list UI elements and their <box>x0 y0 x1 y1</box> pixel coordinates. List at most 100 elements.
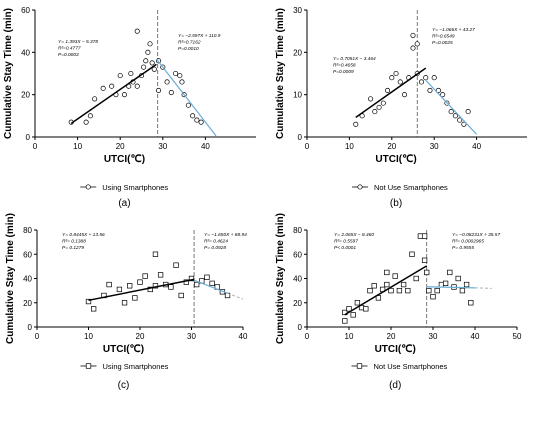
data-point <box>457 117 463 123</box>
data-point <box>147 286 153 293</box>
panel-letter: (d) <box>389 380 401 391</box>
data-point <box>410 45 416 51</box>
chart-panel-b: 0 10 20 30 0 10 20 30 40 UTCI(℃) Cumulative Stay T… <box>275 6 527 209</box>
data-point <box>137 279 143 285</box>
data-point <box>468 300 474 306</box>
legend-label: Not Use Smartphones <box>374 183 448 192</box>
chart-panel-d: 0 20 40 60 80 0 10 20 30 40 50 UTCI(℃) Cumulative St… <box>275 213 522 391</box>
data-point <box>397 79 403 85</box>
data-point <box>376 104 382 110</box>
x-tick-label: 20 <box>387 142 396 151</box>
panel-letter: (a) <box>118 198 130 209</box>
data-point <box>179 79 185 85</box>
data-point <box>372 109 378 115</box>
data-point <box>346 306 352 312</box>
data-point <box>384 281 390 288</box>
x-tick-label: 0 <box>305 332 310 341</box>
data-point <box>155 87 162 93</box>
data-point <box>157 272 164 278</box>
data-point <box>434 287 440 294</box>
data-point <box>421 233 428 239</box>
data-point <box>435 87 441 93</box>
chart-panel-c: 0 20 40 60 80 0 10 20 30 40 UTCI(℃) Cumulative Stay… <box>5 213 248 391</box>
x-tick-label: 10 <box>84 332 93 341</box>
data-point <box>190 113 196 119</box>
data-point <box>177 73 183 79</box>
x-tick-label: 10 <box>345 142 354 151</box>
x-tick-label: 20 <box>116 142 125 151</box>
data-point <box>116 286 123 293</box>
x-tick-label: 20 <box>387 332 396 341</box>
fit-annotation-right: P=0.0025 <box>432 40 453 46</box>
data-point <box>353 121 359 127</box>
y-tick-label: 80 <box>23 226 32 235</box>
fit-annotation-right: R²= 0.0002965 <box>452 239 484 245</box>
data-point <box>363 306 369 312</box>
data-point <box>423 75 429 81</box>
data-point <box>350 312 356 318</box>
fit-annotation-right: Y= −1.650X + 88.94 <box>204 232 247 238</box>
data-point <box>413 275 419 282</box>
data-point <box>152 251 159 257</box>
data-point <box>204 274 210 280</box>
fit-annotation-left: P=0.0009 <box>333 69 354 75</box>
data-point <box>149 60 155 66</box>
legend-marker <box>356 363 363 369</box>
fit-annotation-right: P= 0.9555 <box>452 245 474 251</box>
x-tick-label: 40 <box>471 332 480 341</box>
data-point <box>178 292 184 299</box>
fit-annotation-right: P=0.0010 <box>178 46 199 52</box>
fit-line-left <box>70 63 157 124</box>
data-point <box>426 287 432 294</box>
data-point <box>168 284 174 290</box>
data-point <box>134 28 140 34</box>
data-point <box>375 295 382 301</box>
panel-letter: (c) <box>118 380 130 391</box>
fit-line-right <box>426 286 476 289</box>
y-tick-label: 30 <box>293 6 302 15</box>
data-point <box>92 96 98 102</box>
y-axis-label: Cumulative Stay Time (min) <box>5 213 16 344</box>
x-tick-label: 0 <box>305 142 310 151</box>
x-axis-label: UTCI(℃) <box>103 344 144 355</box>
data-point <box>121 92 128 98</box>
data-point <box>128 70 134 77</box>
fit-line-right <box>155 58 217 137</box>
data-point <box>147 41 153 47</box>
data-point <box>209 280 215 286</box>
data-point <box>194 281 200 288</box>
data-point <box>455 275 461 282</box>
fit-annotation-right: Y= −2.597X + 110.9 <box>178 33 221 39</box>
x-tick-label: 30 <box>158 142 167 151</box>
fit-annotation-left: Y= 0.8445X + 13.56 <box>62 232 105 238</box>
data-point <box>448 109 454 115</box>
fit-annotation-left: P=0.0003 <box>58 52 79 58</box>
data-point <box>380 100 386 106</box>
data-point <box>384 269 390 276</box>
data-point <box>134 83 140 89</box>
x-tick-label: 40 <box>239 332 248 341</box>
data-point <box>393 70 399 77</box>
data-point <box>85 298 92 305</box>
data-point <box>342 318 348 324</box>
data-point <box>342 309 348 316</box>
x-tick-label: 0 <box>35 332 40 341</box>
x-tick-label: 40 <box>472 142 481 151</box>
fit-annotation-left: Y= 0.7051X − 3.464 <box>333 56 376 62</box>
legend-marker <box>85 363 92 369</box>
fit-annotation-left: P= 0.1279 <box>62 245 84 251</box>
legend-label: Not Use Smartphones <box>374 362 448 371</box>
data-point <box>188 275 195 282</box>
y-tick-label: 10 <box>293 91 302 100</box>
data-point <box>418 79 425 85</box>
data-point <box>109 83 115 89</box>
data-point <box>198 119 204 125</box>
data-point <box>427 87 433 93</box>
legend-label: Using Smartphones <box>103 362 169 371</box>
data-point <box>461 121 467 127</box>
fit-annotation-left: R²= 0.5597 <box>334 239 358 245</box>
chart-panel-a: 0 20 40 60 0 10 20 30 40 UTCI(℃) Cumulative Stay T… <box>3 6 256 209</box>
x-tick-label: 40 <box>201 142 210 151</box>
data-point <box>371 283 377 289</box>
legend-marker <box>357 184 363 190</box>
